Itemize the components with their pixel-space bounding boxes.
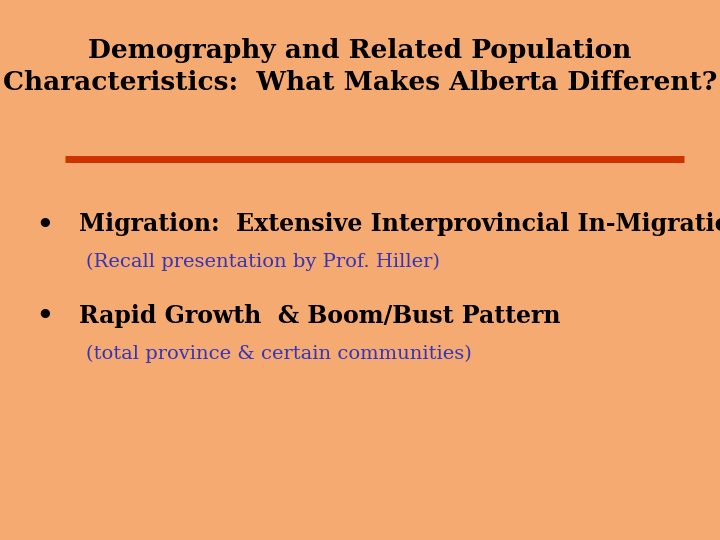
Text: •: • <box>36 303 53 328</box>
Text: Rapid Growth  & Boom/Bust Pattern: Rapid Growth & Boom/Bust Pattern <box>79 304 561 328</box>
Text: (total province & certain communities): (total province & certain communities) <box>86 345 472 363</box>
Text: Demography and Related Population
Characteristics:  What Makes Alberta Different: Demography and Related Population Charac… <box>3 38 717 95</box>
Text: Migration:  Extensive Interprovincial In-Migration: Migration: Extensive Interprovincial In-… <box>79 212 720 236</box>
Text: (Recall presentation by Prof. Hiller): (Recall presentation by Prof. Hiller) <box>86 253 440 271</box>
Text: •: • <box>36 212 53 237</box>
